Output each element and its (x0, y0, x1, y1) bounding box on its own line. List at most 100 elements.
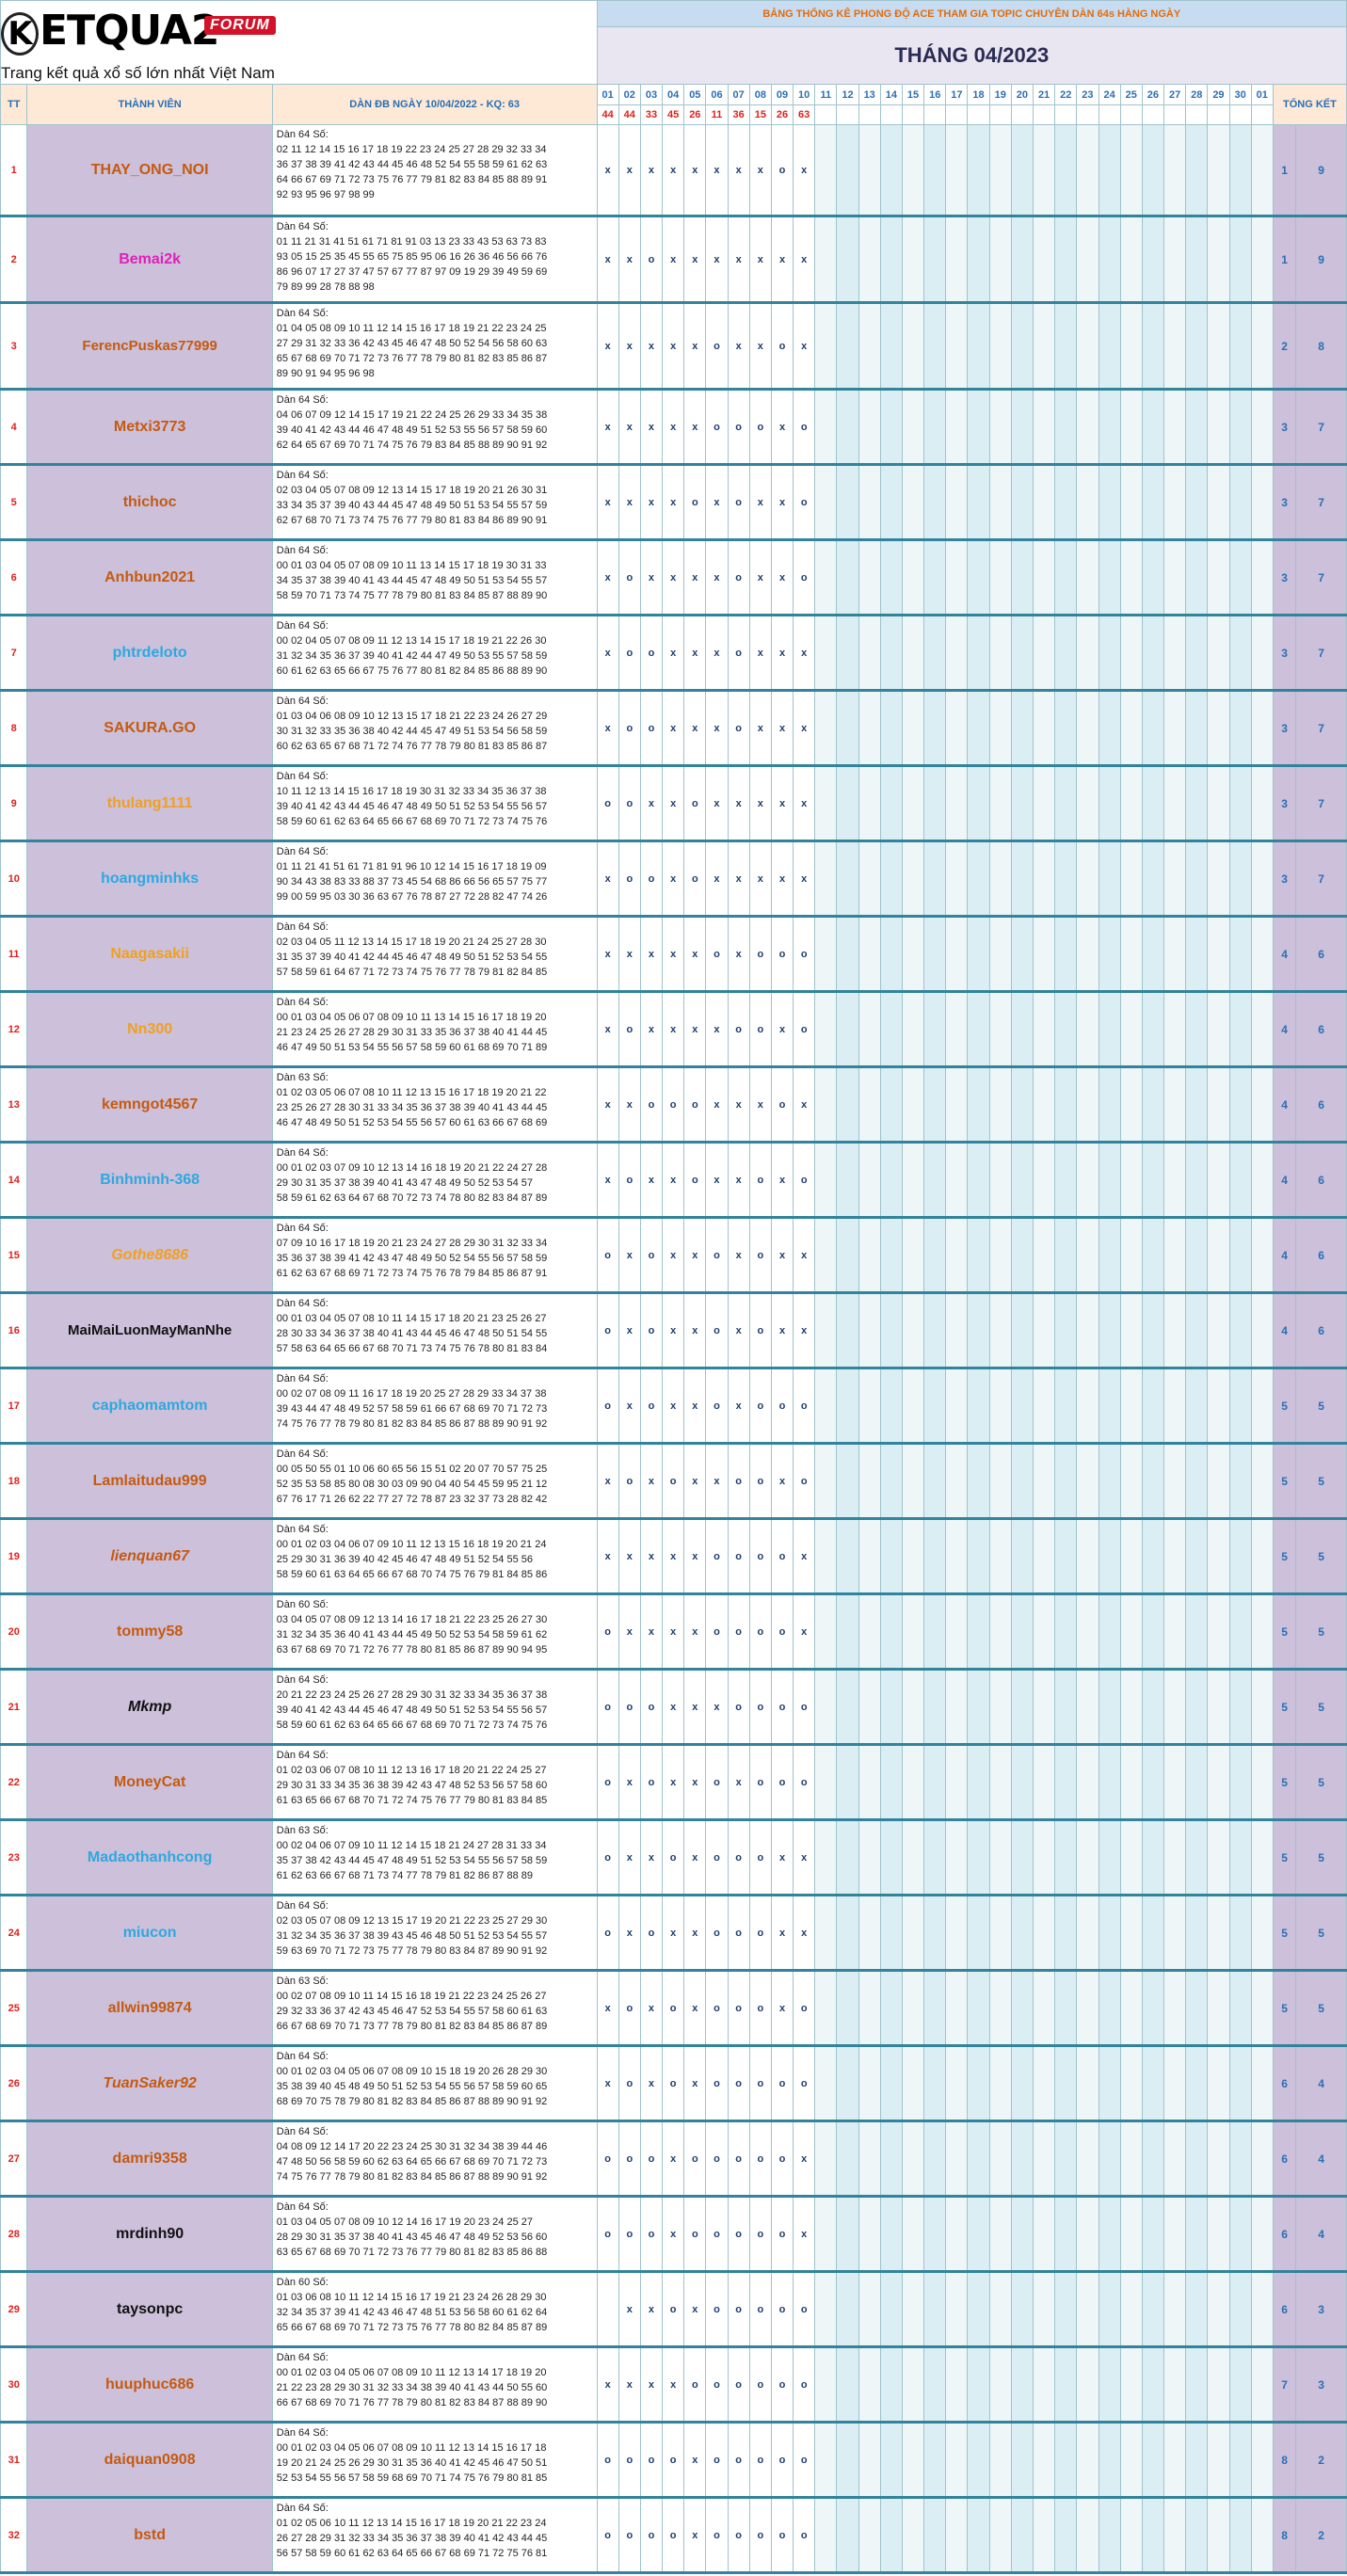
empty-day-cell (923, 1970, 947, 2046)
empty-day-cell (1141, 1593, 1165, 1670)
member-name[interactable]: thulang1111 (26, 765, 273, 841)
empty-day-cell (1207, 2196, 1230, 2272)
result-mark: x (596, 124, 619, 216)
result-mark: x (705, 1669, 729, 1745)
member-name[interactable]: miucon (26, 1895, 273, 1971)
empty-day-cell (1054, 2422, 1078, 2498)
member-name[interactable]: Bemai2k (26, 216, 273, 303)
member-name[interactable]: mrdinh90 (26, 2196, 273, 2272)
empty-day-cell (1185, 1593, 1209, 1670)
empty-day-cell (858, 1593, 881, 1670)
empty-day-cell (1010, 991, 1034, 1067)
empty-day-cell (945, 2196, 969, 2272)
result-mark: x (683, 2045, 707, 2121)
member-name[interactable]: TuanSaker92 (26, 2045, 273, 2121)
hit-total: 5 (1295, 1669, 1347, 1745)
member-name[interactable]: thichoc (26, 464, 273, 540)
member-name[interactable]: Madaothanhcong (26, 1819, 273, 1896)
empty-day-cell (879, 991, 903, 1067)
member-name[interactable]: Binhminh-368 (26, 1142, 273, 1218)
hit-total: 6 (1295, 1066, 1347, 1143)
empty-day-cell (1228, 2196, 1252, 2272)
result-mark: o (748, 1217, 772, 1293)
empty-day-cell (879, 124, 903, 216)
member-name[interactable]: caphaomamtom (26, 1368, 273, 1444)
member-name[interactable]: taysonpc (26, 2271, 273, 2347)
empty-day-cell (1185, 991, 1209, 1067)
empty-day-cell (945, 2497, 969, 2573)
dan-line: Dàn 64 Số: (276, 1147, 329, 1159)
result-mark: x (617, 1368, 641, 1444)
member-name[interactable]: Metxi3773 (26, 389, 273, 465)
result-mark: x (617, 1819, 641, 1896)
dan-line: Dàn 64 Số: (276, 1524, 329, 1535)
member-name[interactable]: huuphuc686 (26, 2346, 273, 2423)
member-name[interactable]: kemngot4567 (26, 1066, 273, 1143)
member-name[interactable]: bstd (26, 2497, 273, 2573)
result-mark: o (748, 1443, 772, 1519)
result-mark: o (770, 1593, 794, 1670)
result-mark: o (793, 539, 816, 616)
table-row: 32 bstd Dàn 64 Số: 01 02 05 06 10 11 12 13 … (0, 2497, 1347, 2573)
result-mark: o (793, 2271, 816, 2347)
hit-total: 6 (1295, 1217, 1347, 1293)
empty-day-cell (1098, 2196, 1121, 2272)
empty-day-cell (988, 302, 1012, 390)
member-name[interactable]: SAKURA.GO (26, 690, 273, 766)
dan-line: 21 23 24 25 26 27 28 29 30 31 33 35 36 3… (276, 1027, 548, 1038)
dan-line: 61 62 63 67 68 69 71 72 73 74 75 76 78 7… (276, 1268, 548, 1279)
member-name[interactable]: Gothe8686 (26, 1217, 273, 1293)
result-mark: o (748, 1744, 772, 1820)
member-name[interactable]: MaiMaiLuonMayManNhe (26, 1292, 273, 1368)
empty-day-cell (814, 1217, 838, 1293)
empty-day-cell (1098, 615, 1121, 691)
member-name[interactable]: allwin99874 (26, 1970, 273, 2046)
empty-day-cell (1032, 2120, 1056, 2197)
table-row: 8 SAKURA.GO Dàn 64 Số: 01 03 04 06 08 09 10… (0, 690, 1347, 766)
empty-day-cell (1098, 2422, 1121, 2498)
member-name[interactable]: Lamlaitudau999 (26, 1443, 273, 1519)
result-mark: o (727, 2497, 750, 2573)
row-index: 15 (0, 1217, 28, 1293)
empty-day-cell (1228, 1217, 1252, 1293)
member-name[interactable]: Nn300 (26, 991, 273, 1067)
member-name[interactable]: MoneyCat (26, 1744, 273, 1820)
empty-day-cell (1010, 464, 1034, 540)
result-mark (596, 2271, 619, 2347)
result-mark: x (770, 1443, 794, 1519)
empty-day-cell (836, 1744, 859, 1820)
member-name[interactable]: hoangminhks (26, 840, 273, 917)
member-name[interactable]: tommy58 (26, 1593, 273, 1670)
miss-count: 6 (1272, 2271, 1297, 2347)
dan-numbers: Dàn 64 Số: 20 21 22 23 24 25 26 27 28 29 … (271, 1669, 598, 1745)
member-name[interactable]: FerencPuskas77999 (26, 302, 273, 390)
empty-day-cell (988, 464, 1012, 540)
member-name[interactable]: damri9358 (26, 2120, 273, 2197)
member-name[interactable]: Anhbun2021 (26, 539, 273, 616)
empty-day-cell (1141, 1970, 1165, 2046)
empty-day-cell (1010, 1593, 1034, 1670)
empty-day-cell (1098, 1518, 1121, 1594)
empty-day-cell (901, 1292, 925, 1368)
empty-day-cell (836, 216, 859, 303)
member-name[interactable]: lienquan67 (26, 1518, 273, 1594)
empty-day-cell (1010, 1970, 1034, 2046)
member-name[interactable]: THAY_ONG_NOI (26, 124, 273, 216)
empty-day-cell (858, 991, 881, 1067)
member-name[interactable]: Naagasakii (26, 916, 273, 992)
member-name[interactable]: Mkmp (26, 1669, 273, 1745)
empty-day-cell (923, 302, 947, 390)
member-name[interactable]: phtrdeloto (26, 615, 273, 691)
empty-day-cell (967, 1292, 990, 1368)
empty-day-cell (1141, 765, 1165, 841)
empty-day-cell (836, 765, 859, 841)
result-mark: o (705, 1518, 729, 1594)
dan-line: 26 27 28 29 31 32 33 34 35 36 37 38 39 4… (276, 2533, 548, 2544)
member-name[interactable]: daiquan0908 (26, 2422, 273, 2498)
empty-day-cell (1119, 615, 1143, 691)
empty-day-cell (1119, 1593, 1143, 1670)
empty-day-cell (1054, 302, 1078, 390)
empty-day-cell (1185, 1066, 1209, 1143)
empty-day-cell (967, 124, 990, 216)
empty-day-cell (1119, 1518, 1143, 1594)
